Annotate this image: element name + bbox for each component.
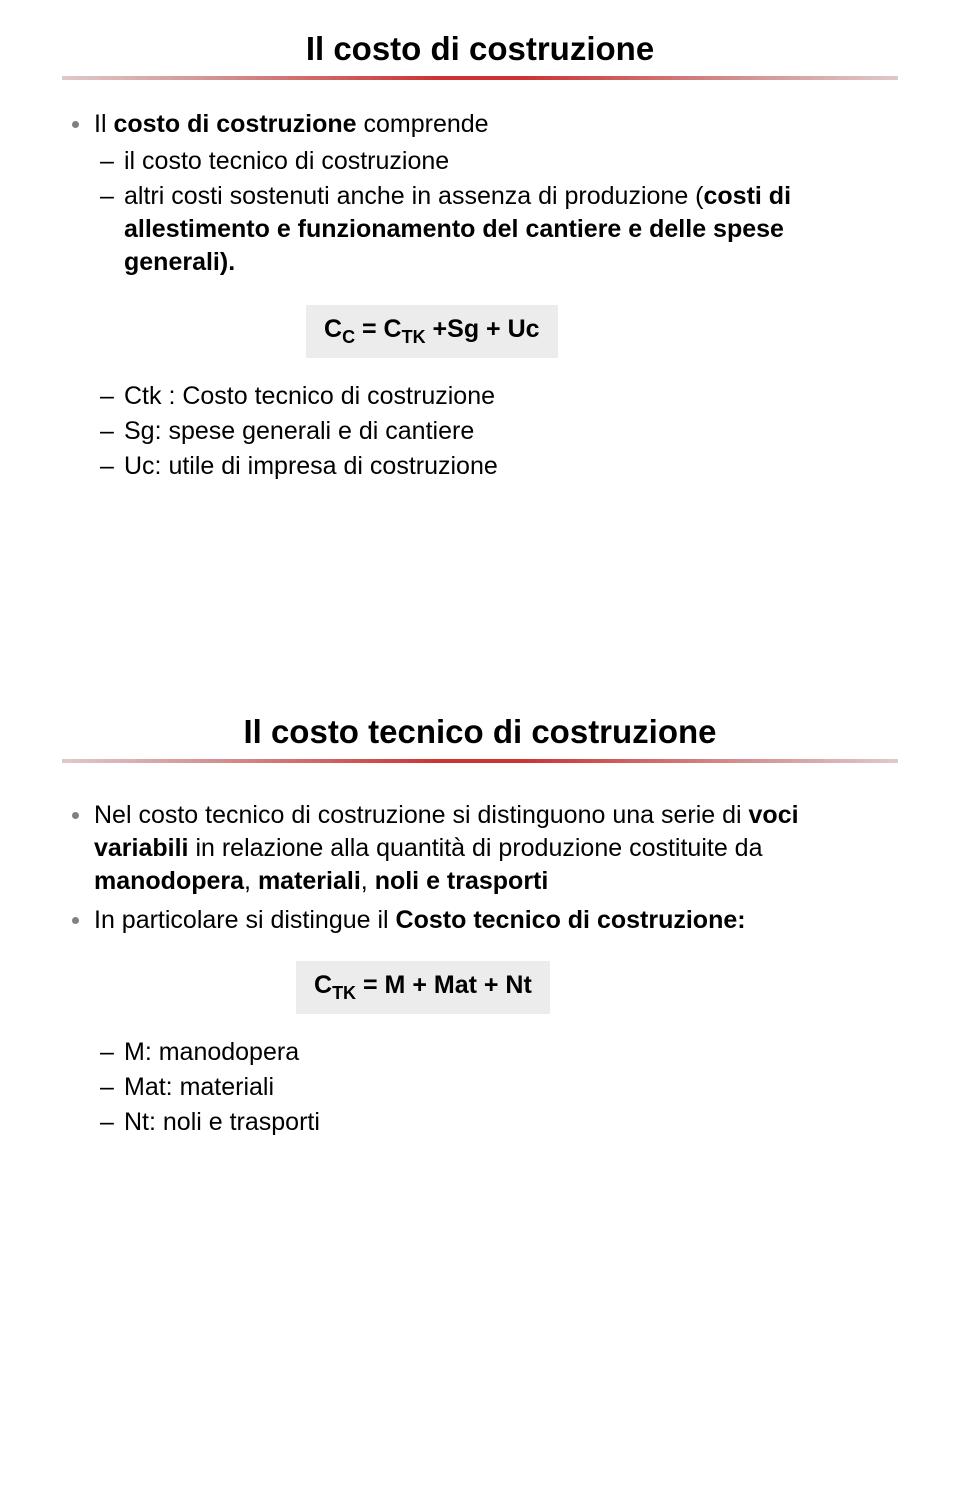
slide2-def2: Mat: materiali: [94, 1071, 898, 1104]
f-tail: +Sg + Uc: [426, 315, 540, 343]
text-bold: Costo tecnico di costruzione:: [396, 906, 746, 934]
f-csub: C: [342, 327, 355, 347]
slide2-bullet2: In particolare si distingue il Costo tec…: [64, 904, 898, 1139]
slide2-title: Il costo tecnico di costruzione: [62, 713, 898, 751]
f-eq: = C: [355, 315, 402, 343]
text-bold: costo di costruzione: [113, 110, 356, 138]
slide1-sub2: altri costi sostenuti anche in assenza d…: [94, 180, 898, 279]
slide2-def1: M: manodopera: [94, 1036, 898, 1069]
slide1-divider: [62, 76, 898, 80]
slide1-sub1: il costo tecnico di costruzione: [94, 145, 898, 178]
text-bold: noli e trasporti: [375, 867, 549, 895]
f-c: C: [324, 315, 342, 343]
slide1-content: Il costo di costruzione comprende il cos…: [62, 108, 898, 483]
text: ,: [361, 867, 375, 895]
text: In particolare si distingue il: [94, 906, 396, 934]
f-tksub: TK: [332, 983, 356, 1003]
slide-1: Il costo di costruzione Il costo di cost…: [0, 0, 960, 483]
slide2-divider: [62, 759, 898, 763]
slide2-bullet1: Nel costo tecnico di costruzione si dist…: [64, 799, 898, 898]
text: Il: [94, 110, 113, 138]
slide2-content: Nel costo tecnico di costruzione si dist…: [62, 791, 898, 1139]
f-tail: = M + Mat + Nt: [356, 971, 532, 999]
slide2-formula: CTK = M + Mat + Nt: [296, 961, 550, 1014]
text: ,: [244, 867, 258, 895]
text-bold: manodopera: [94, 867, 244, 895]
slide1-formula: CC = CTK +Sg + Uc: [306, 305, 558, 358]
text: Nel costo tecnico di costruzione si dist…: [94, 801, 749, 829]
slide1-def1: Ctk : Costo tecnico di costruzione: [94, 380, 898, 413]
text: comprende: [357, 110, 489, 138]
slide1-main-bullet: Il costo di costruzione comprende il cos…: [64, 108, 898, 483]
slide1-def2: Sg: spese generali e di cantiere: [94, 415, 898, 448]
text: altri costi sostenuti anche in assenza d…: [124, 182, 704, 210]
f-c: C: [314, 971, 332, 999]
slide1-title: Il costo di costruzione: [62, 30, 898, 68]
text-bold: materiali: [258, 867, 361, 895]
slide2-def3: Nt: noli e trasporti: [94, 1106, 898, 1139]
slide1-def3: Uc: utile di impresa di costruzione: [94, 450, 898, 483]
f-tksub: TK: [402, 327, 426, 347]
slide-2: Il costo tecnico di costruzione Nel cost…: [0, 683, 960, 1139]
text: in relazione alla quantità di produzione…: [189, 834, 763, 862]
